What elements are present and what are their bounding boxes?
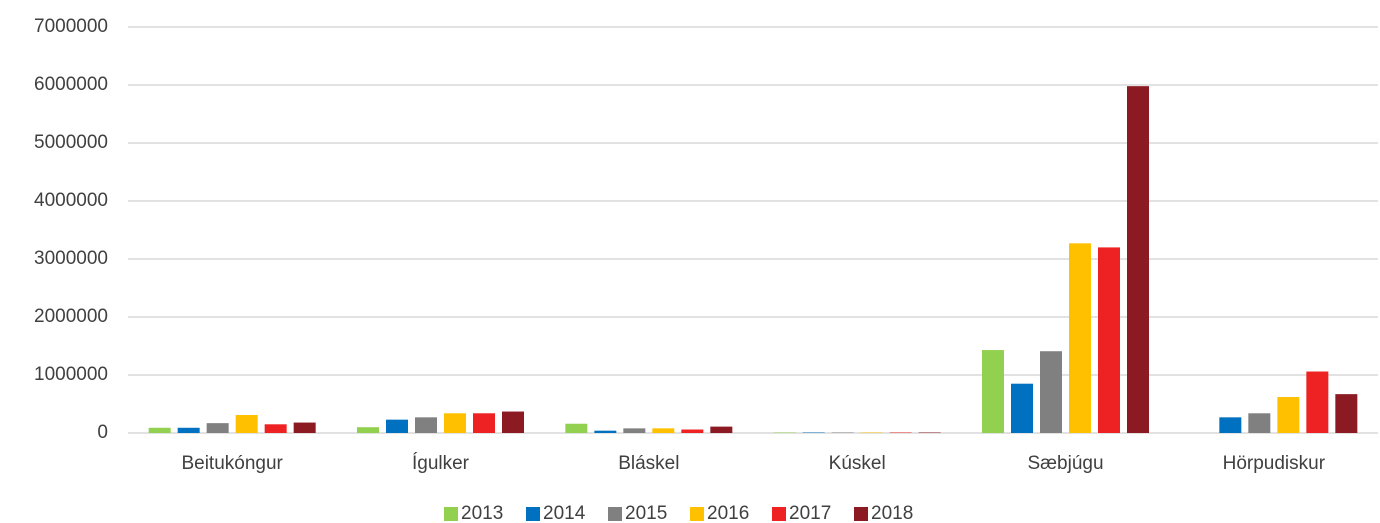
bar — [1011, 383, 1033, 433]
legend-swatch — [772, 507, 786, 521]
bar — [206, 423, 229, 433]
legend-swatch — [444, 507, 458, 521]
bar — [565, 423, 588, 433]
legend-label: 2014 — [543, 503, 586, 523]
x-tick-label: Beitukóngur — [181, 453, 283, 474]
bar — [293, 422, 316, 433]
bar — [623, 428, 646, 433]
legend-label: 2017 — [789, 503, 831, 523]
x-tick-label: Ígulker — [412, 453, 470, 474]
legend-swatch — [526, 507, 540, 521]
bar — [502, 411, 524, 433]
bar — [1219, 417, 1242, 433]
legend-label: 2018 — [871, 503, 913, 523]
x-tick-label: Hörpudiskur — [1223, 453, 1326, 474]
bar — [235, 415, 258, 433]
bar — [1098, 247, 1120, 433]
bar — [1248, 413, 1271, 433]
y-tick-label: 0 — [97, 422, 108, 443]
y-tick-label: 6000000 — [34, 74, 108, 95]
bar — [594, 430, 617, 433]
legend-label: 2015 — [625, 503, 667, 523]
y-tick-label: 2000000 — [34, 306, 108, 327]
legend-swatch — [608, 507, 622, 521]
bar — [473, 413, 495, 433]
bar — [177, 427, 200, 433]
legend-label: 2016 — [707, 503, 749, 523]
bar — [1277, 397, 1300, 433]
y-tick-label: 5000000 — [34, 132, 108, 153]
x-tick-label: Sæbjúgu — [1027, 453, 1103, 474]
bar — [357, 427, 379, 433]
y-tick-label: 7000000 — [34, 16, 108, 37]
bar — [1306, 371, 1329, 433]
bar — [1069, 243, 1091, 433]
bar — [652, 428, 675, 433]
y-tick-label: 3000000 — [34, 248, 108, 269]
bar — [710, 426, 733, 433]
x-tick-label: Kúskel — [829, 453, 886, 474]
bar — [681, 429, 704, 433]
bar — [444, 413, 466, 433]
bar — [415, 417, 437, 433]
legend-label: 2013 — [461, 503, 503, 523]
bar — [1335, 394, 1358, 433]
bar — [1127, 86, 1149, 433]
bar — [148, 427, 171, 433]
y-tick-label: 1000000 — [34, 364, 108, 385]
bar — [264, 424, 287, 433]
y-tick-label: 4000000 — [34, 190, 108, 211]
legend-swatch — [690, 507, 704, 521]
legend-swatch — [854, 507, 868, 521]
bar — [386, 419, 408, 433]
bar — [982, 350, 1004, 433]
x-tick-label: Bláskel — [618, 453, 679, 474]
bar — [1040, 351, 1062, 433]
